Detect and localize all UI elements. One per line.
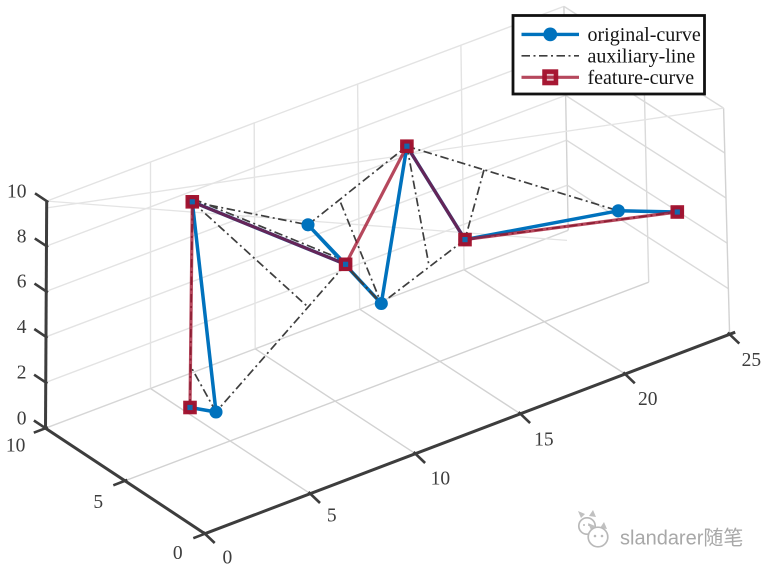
svg-text:auxiliary-line: auxiliary-line — [588, 45, 696, 67]
svg-text:2: 2 — [17, 363, 27, 384]
svg-text:10: 10 — [6, 436, 26, 457]
svg-text:5: 5 — [327, 506, 337, 527]
svg-text:20: 20 — [638, 389, 658, 410]
svg-text:0: 0 — [17, 408, 27, 429]
svg-text:0: 0 — [223, 548, 233, 568]
svg-text:10: 10 — [431, 469, 451, 490]
svg-text:0: 0 — [173, 543, 183, 564]
svg-text:slandarer随笔: slandarer随笔 — [620, 527, 743, 550]
svg-text:5: 5 — [93, 492, 103, 513]
svg-text:original-curve: original-curve — [588, 24, 701, 46]
svg-text:4: 4 — [17, 317, 27, 338]
svg-text:feature-curve: feature-curve — [588, 67, 695, 89]
svg-text:6: 6 — [17, 272, 27, 293]
svg-text:25: 25 — [742, 350, 762, 371]
svg-text:8: 8 — [17, 226, 27, 247]
svg-text:10: 10 — [7, 181, 27, 202]
svg-text:15: 15 — [534, 429, 554, 450]
